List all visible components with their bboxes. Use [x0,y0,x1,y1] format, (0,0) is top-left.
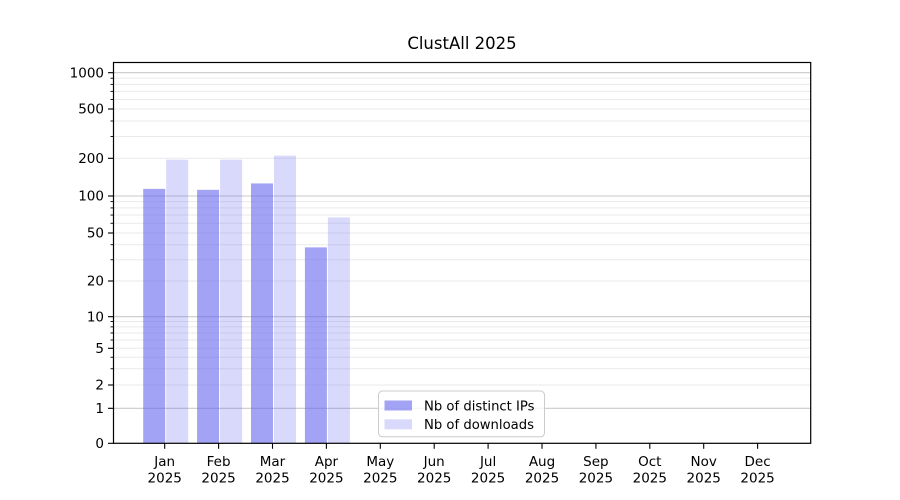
y-tick-label-1: 1 [95,401,104,417]
y-tick-label-10: 10 [87,309,104,325]
y-tick-label-200: 200 [78,151,104,167]
legend-label-downloads: Nb of downloads [424,418,534,433]
legend-label-distinct-ips: Nb of distinct IPs [424,399,535,414]
legend: Nb of distinct IPs Nb of downloads [378,390,545,438]
x-axis: Jan2025Feb2025Mar2025Apr2025May2025Jun20… [148,443,775,487]
x-tick-label-oct: Oct [638,454,661,470]
legend-box [378,390,545,438]
y-tick-label-100: 100 [78,189,104,205]
bar-distinct-ips-jan [143,188,166,444]
y-tick-label-500: 500 [78,102,104,118]
bar-distinct-ips-apr [304,247,327,444]
y-tick-label-2: 2 [95,378,104,394]
x-tick-label-apr: Apr [315,454,339,470]
y-tick-label-1000: 1000 [70,65,104,81]
x-tick-year-apr: 2025 [309,471,343,487]
y-tick-label-50: 50 [87,226,104,242]
x-tick-year-oct: 2025 [633,471,667,487]
bar-downloads-feb [220,159,243,444]
y-axis: 0 1 2 5 10 20 50 100 200 500 1000 [70,65,114,452]
legend-swatch-distinct-ips [384,400,412,411]
bar-downloads-mar [274,155,296,444]
x-tick-label-mar: Mar [260,454,286,470]
y-tick-label-20: 20 [87,274,104,290]
x-tick-year-jul: 2025 [471,471,505,487]
x-tick-year-may: 2025 [363,471,397,487]
y-tick-label-0: 0 [95,436,104,452]
x-tick-label-dec: Dec [745,454,771,470]
plot-border [112,61,812,444]
x-tick-label-jan: Jan [153,454,175,470]
x-tick-year-dec: 2025 [740,471,774,487]
legend-swatch-downloads [384,419,412,430]
bar-downloads-apr [327,217,350,444]
x-tick-label-aug: Aug [529,454,555,470]
x-tick-label-jun: Jun [423,454,445,470]
bars [143,155,350,444]
x-tick-year-jun: 2025 [417,471,451,487]
x-tick-label-sep: Sep [583,454,608,470]
x-tick-year-sep: 2025 [579,471,613,487]
x-tick-year-jan: 2025 [148,471,182,487]
x-tick-year-aug: 2025 [525,471,559,487]
bar-distinct-ips-mar [251,183,273,444]
x-tick-year-feb: 2025 [201,471,235,487]
x-tick-label-nov: Nov [691,454,717,470]
x-tick-label-feb: Feb [207,454,231,470]
x-tick-label-jul: Jul [479,454,496,470]
x-tick-year-nov: 2025 [687,471,721,487]
y-tick-label-5: 5 [95,341,104,357]
x-tick-label-may: May [366,454,394,470]
x-tick-year-mar: 2025 [255,471,289,487]
bar-downloads-jan [166,159,189,444]
bar-distinct-ips-feb [197,189,220,444]
chart-title: ClustAll 2025 [407,34,516,53]
